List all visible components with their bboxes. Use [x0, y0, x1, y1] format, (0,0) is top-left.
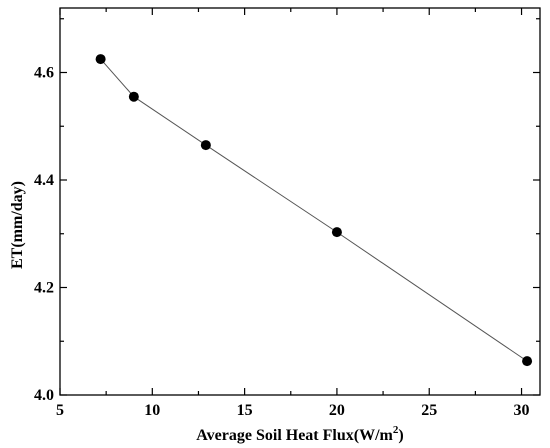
data-point: [95, 54, 106, 65]
x-axis-title-suffix: ): [398, 427, 403, 444]
series-line: [100, 58, 528, 362]
y-axis-ticks: 4.0 4.2 4.4 4.6: [34, 18, 540, 404]
y-axis-title: ET(mm/day): [9, 181, 26, 269]
data-point: [522, 356, 533, 367]
y-tick-label: 4.0: [34, 387, 54, 404]
x-tick-label: 30: [514, 402, 530, 419]
data-point: [200, 140, 211, 151]
x-tick-label: 15: [237, 402, 253, 419]
series-group: [95, 54, 533, 367]
data-point: [331, 227, 342, 238]
x-tick-label: 20: [329, 402, 345, 419]
x-tick-label: 25: [421, 402, 437, 419]
plot-border: [59, 7, 541, 396]
plot-frame: [59, 7, 541, 396]
y-tick-label: 4.2: [34, 280, 54, 297]
x-tick-label: 5: [56, 402, 64, 419]
x-axis-title-main: Average Soil Heat Flux(W/m: [196, 427, 393, 444]
x-axis-ticks: 5 10 15 20 25 30: [56, 8, 530, 419]
x-tick-label: 10: [144, 402, 160, 419]
x-axis-title: Average Soil Heat Flux(W/m2): [196, 424, 403, 444]
x-axis-title-superscript: 2: [393, 424, 399, 436]
y-tick-label: 4.4: [34, 172, 54, 189]
y-tick-label: 4.6: [34, 65, 54, 82]
data-point: [128, 91, 139, 102]
